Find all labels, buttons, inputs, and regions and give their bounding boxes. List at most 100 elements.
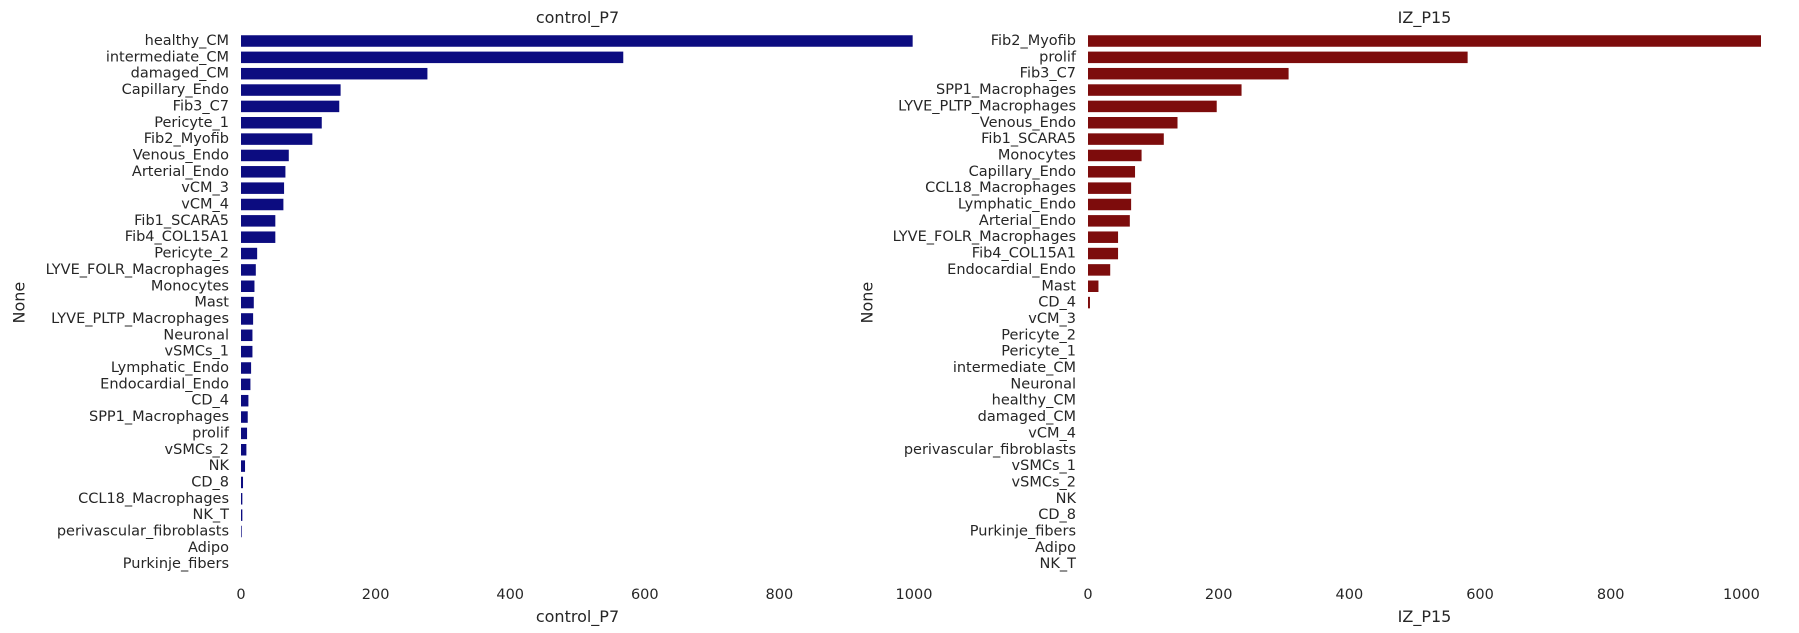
y-tick-label: Endocardial_Endo xyxy=(100,376,229,392)
x-axis-label: control_P7 xyxy=(536,607,619,627)
bar-Capillary_Endo xyxy=(1088,166,1136,178)
bar-NK xyxy=(241,460,246,472)
bar-healthy_CM xyxy=(241,35,913,47)
x-tick-label: 800 xyxy=(1597,587,1625,603)
y-tick-label: Venous_Endo xyxy=(980,115,1076,131)
bar-Fib1_SCARA5 xyxy=(1088,133,1164,145)
bar-Mast xyxy=(241,296,254,309)
bar-damaged_CM xyxy=(241,67,428,80)
y-tick-label: NK xyxy=(1056,491,1077,507)
bar-Endocardial_Endo xyxy=(241,378,251,391)
bar-CCL18_Macrophages xyxy=(241,493,243,505)
bar-vCM_4 xyxy=(241,198,284,211)
x-tick-label: 1000 xyxy=(896,587,933,603)
y-axis-label: None xyxy=(10,282,29,324)
y-tick-label: Monocytes xyxy=(151,278,229,294)
x-tick-label: 400 xyxy=(1336,587,1364,603)
y-tick-label: Pericyte_1 xyxy=(154,115,229,131)
y-tick-label: vCM_4 xyxy=(181,197,229,213)
chart-panel-control-p7: control_P7 control_P7 None healthy_CMint… xyxy=(10,8,933,627)
y-tick-label: vSMCs_1 xyxy=(165,344,229,360)
y-tick-label: vCM_3 xyxy=(1028,311,1076,327)
x-tick-label: 600 xyxy=(1466,587,1494,603)
x-tick-label: 200 xyxy=(362,587,390,603)
y-tick-label: healthy_CM xyxy=(992,393,1076,409)
bar-Fib3_C7 xyxy=(1088,67,1289,80)
bar-vCM_3 xyxy=(241,182,285,194)
y-tick-label: CD_8 xyxy=(1038,507,1076,523)
y-tick-label: perivascular_fibroblasts xyxy=(57,524,229,540)
bar-SPP1_Macrophages xyxy=(241,411,248,423)
y-tick-label: NK xyxy=(209,458,230,474)
y-tick-labels: healthy_CMintermediate_CMdamaged_CMCapil… xyxy=(46,33,230,572)
x-tick-labels: 0 200 400 600 800 1000 xyxy=(1083,587,1759,603)
y-tick-label: Purkinje_fibers xyxy=(970,524,1076,540)
x-tick-label: 0 xyxy=(236,587,245,603)
bar-LYVE_FOLR_Macrophages xyxy=(241,264,256,276)
y-tick-label: Adipo xyxy=(1035,540,1076,556)
bar-prolif xyxy=(241,427,248,440)
y-tick-label: CD_8 xyxy=(191,474,229,490)
bar-Mast xyxy=(1088,280,1099,292)
bar-LYVE_FOLR_Macrophages xyxy=(1088,231,1119,243)
panel-title: IZ_P15 xyxy=(1398,8,1452,28)
bar-Fib4_COL15A1 xyxy=(1088,247,1119,260)
y-tick-label: Pericyte_2 xyxy=(154,246,229,262)
bar-Capillary_Endo xyxy=(241,84,341,96)
bar-prolif xyxy=(1088,51,1468,64)
y-tick-label: SPP1_Macrophages xyxy=(89,409,229,425)
bar-Arterial_Endo xyxy=(241,166,286,178)
y-tick-label: Fib2_Myofib xyxy=(144,131,229,147)
y-tick-label: Fib1_SCARA5 xyxy=(134,213,229,229)
y-tick-label: Mast xyxy=(194,295,229,311)
x-tick-label: 400 xyxy=(496,587,524,603)
y-tick-label: Arterial_Endo xyxy=(132,164,229,180)
y-tick-label: prolif xyxy=(1039,49,1077,65)
bar-LYVE_PLTP_Macrophages xyxy=(241,313,254,325)
y-tick-label: Adipo xyxy=(188,540,229,556)
y-tick-label: LYVE_FOLR_Macrophages xyxy=(46,262,229,278)
bar-CD_4 xyxy=(1088,296,1090,309)
bar-CD_8 xyxy=(241,476,244,489)
y-tick-label: CD_4 xyxy=(1038,295,1076,311)
y-tick-label: healthy_CM xyxy=(145,33,229,49)
bar-Fib2_Myofib xyxy=(241,133,313,145)
bar-Pericyte_2 xyxy=(241,247,258,260)
y-tick-label: vSMCs_2 xyxy=(1012,474,1076,490)
bar-Fib3_C7 xyxy=(241,100,340,113)
bar-CCL18_Macrophages xyxy=(1088,182,1132,194)
y-tick-label: damaged_CM xyxy=(131,66,229,82)
y-tick-label: NK_T xyxy=(193,507,230,523)
bar-vSMCs_1 xyxy=(241,345,253,358)
bar-LYVE_PLTP_Macrophages xyxy=(1088,100,1217,113)
bar-Fib4_COL15A1 xyxy=(241,231,276,243)
bar-Lymphatic_Endo xyxy=(241,362,252,374)
y-tick-label: Fib4_COL15A1 xyxy=(972,246,1076,262)
y-tick-label: vCM_3 xyxy=(181,180,229,196)
y-tick-label: intermediate_CM xyxy=(106,49,229,65)
bar-Neuronal xyxy=(241,329,253,342)
y-tick-label: Neuronal xyxy=(163,327,229,343)
y-tick-label: Endocardial_Endo xyxy=(947,262,1076,278)
bar-Monocytes xyxy=(1088,149,1142,162)
x-tick-label: 1000 xyxy=(1723,587,1760,603)
y-tick-label: Pericyte_2 xyxy=(1001,327,1076,343)
bar-Fib2_Myofib xyxy=(1088,35,1761,47)
y-tick-label: Fib3_C7 xyxy=(1020,66,1076,82)
y-tick-label: LYVE_PLTP_Macrophages xyxy=(51,311,229,327)
y-tick-label: perivascular_fibroblasts xyxy=(904,442,1076,458)
y-tick-label: Neuronal xyxy=(1010,376,1076,392)
y-tick-label: vSMCs_2 xyxy=(165,442,229,458)
y-tick-label: Monocytes xyxy=(998,147,1076,163)
bar-Monocytes xyxy=(241,280,255,292)
y-tick-label: vSMCs_1 xyxy=(1012,458,1076,474)
y-tick-label: NK_T xyxy=(1040,556,1077,572)
bar-intermediate_CM xyxy=(241,51,624,64)
y-tick-label: CCL18_Macrophages xyxy=(78,491,229,507)
y-tick-label: Venous_Endo xyxy=(133,147,229,163)
y-tick-label: Fib3_C7 xyxy=(173,98,229,114)
x-tick-label: 200 xyxy=(1205,587,1233,603)
y-tick-label: LYVE_FOLR_Macrophages xyxy=(893,229,1076,245)
y-tick-label: CCL18_Macrophages xyxy=(925,180,1076,196)
